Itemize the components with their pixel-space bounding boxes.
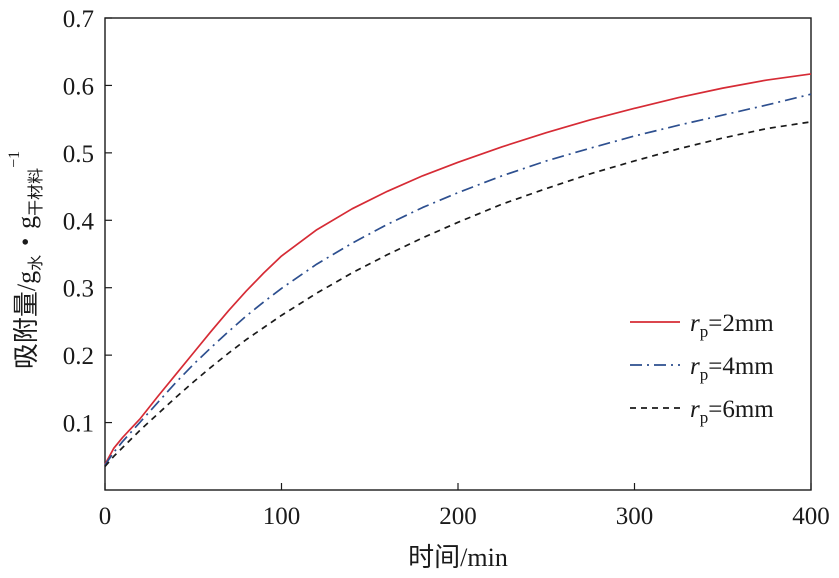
y-axis-label: 吸附量/g水・g干材料−1 bbox=[6, 151, 45, 369]
legend-entry-3: rp=6mm bbox=[690, 396, 774, 427]
series-line-1 bbox=[104, 73, 812, 465]
legend-symbol: r bbox=[690, 310, 700, 337]
y-axis-label-sup: −1 bbox=[6, 151, 23, 168]
series-layer bbox=[104, 73, 812, 467]
y-tick-label: 0.5 bbox=[63, 141, 94, 168]
y-tick-label: 0.4 bbox=[63, 208, 95, 235]
x-tick-label: 200 bbox=[439, 503, 477, 530]
y-tick-label: 0.6 bbox=[63, 73, 94, 100]
x-tick-label: 300 bbox=[616, 503, 654, 530]
y-axis-label-sub1: 水 bbox=[27, 255, 45, 271]
series-line-2 bbox=[104, 93, 812, 466]
y-axis-label-sub2: 干材料 bbox=[27, 168, 45, 216]
y-tick-label: 0.3 bbox=[63, 276, 94, 303]
legend-subscript: p bbox=[700, 322, 709, 341]
y-axis-label-mid: ・g bbox=[12, 216, 41, 255]
x-tick-label: 100 bbox=[263, 503, 301, 530]
legend-value: =6mm bbox=[708, 396, 774, 423]
legend-value: =4mm bbox=[708, 353, 774, 380]
x-axis-label: 时间/min bbox=[408, 543, 508, 572]
y-tick-label: 0.2 bbox=[63, 343, 94, 370]
series-line-3 bbox=[104, 120, 812, 467]
legend-entry-2: rp=4mm bbox=[690, 353, 774, 384]
legend-entry-1: rp=2mm bbox=[690, 310, 774, 341]
legend-subscript: p bbox=[700, 365, 709, 384]
y-axis-label-main: 吸附量/g bbox=[12, 271, 41, 369]
y-tick-label: 0.1 bbox=[63, 411, 94, 438]
legend-value: =2mm bbox=[708, 310, 774, 337]
x-tick-label: 400 bbox=[792, 503, 830, 530]
x-tick-label: 0 bbox=[99, 503, 112, 530]
legend-subscript: p bbox=[700, 408, 709, 427]
legend-symbol: r bbox=[690, 353, 700, 380]
legend-symbol: r bbox=[690, 396, 700, 423]
axis-ticks: 0 100 200 300 400 0.1 0.2 0.3 0.4 0.5 0.6 0.7 bbox=[63, 6, 830, 530]
y-tick-label: 0.7 bbox=[63, 6, 94, 33]
